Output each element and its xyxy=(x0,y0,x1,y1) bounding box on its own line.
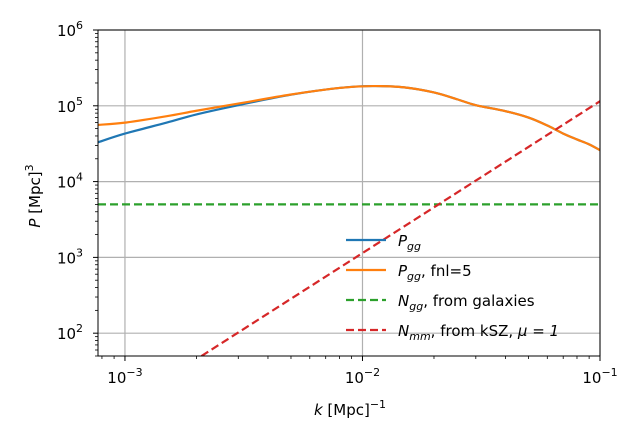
y-axis-label-symbol: P xyxy=(26,218,44,228)
y-tick-label: 102 xyxy=(57,322,83,343)
x-axis-label-symbol: k xyxy=(314,401,324,419)
series-lines xyxy=(98,84,600,356)
legend-label-text: , from kSZ, xyxy=(431,322,518,340)
x-tick-label-exponent: −1 xyxy=(601,366,617,379)
legend-label-symbol: P xyxy=(398,262,408,280)
y-tick-label: 105 xyxy=(57,95,83,116)
y-tick-label-base: 10 xyxy=(57,249,76,267)
x-tick-label: 10−3 xyxy=(107,366,142,387)
x-tick-label-base: 10 xyxy=(345,369,364,387)
x-tick-label: 10−1 xyxy=(582,366,617,387)
y-tick-label: 104 xyxy=(57,171,83,192)
legend-label-subscript: gg xyxy=(407,240,421,253)
x-tick-label-exponent: −3 xyxy=(126,366,142,379)
legend-label-subscript: gg xyxy=(409,300,423,313)
y-tick-label: 106 xyxy=(57,19,83,40)
legend-label-symbol: N xyxy=(398,322,409,340)
y-tick-label: 103 xyxy=(57,246,83,267)
x-tick-label-base: 10 xyxy=(107,369,126,387)
legend-label-symbol: N xyxy=(398,292,409,310)
y-tick-label-base: 10 xyxy=(57,174,76,192)
y-tick-label-exponent: 3 xyxy=(76,246,83,259)
legend-label-ngg: Ngg, from galaxies xyxy=(398,292,535,313)
legend-label-mu: μ = 1 xyxy=(517,322,559,340)
legend-label-text: , fnl=5 xyxy=(421,262,472,280)
legend-label-pgg: Pgg xyxy=(398,232,421,253)
legend-label-subscript: mm xyxy=(409,330,430,343)
legend-label-symbol: P xyxy=(398,232,408,250)
y-tick-label-exponent: 4 xyxy=(76,171,83,184)
x-axis-label-exponent: −1 xyxy=(370,398,386,411)
x-axis-label: k [Mpc]−1 xyxy=(314,398,386,419)
y-tick-label-base: 10 xyxy=(57,98,76,116)
legend-label-subscript: gg xyxy=(407,270,421,283)
y-tick-label-exponent: 2 xyxy=(76,322,83,335)
y-axis-label-exponent: 3 xyxy=(23,164,36,171)
y-tick-label-exponent: 6 xyxy=(76,19,83,32)
series-line-pgg-fnl xyxy=(98,84,600,152)
x-tick-label-exponent: −2 xyxy=(364,366,380,379)
y-axis-label: P [Mpc]3 xyxy=(23,164,44,227)
legend-label-pgg-fnl: Pgg, fnl=5 xyxy=(398,262,472,283)
y-tick-label-base: 10 xyxy=(57,22,76,40)
series-line-nmm xyxy=(200,100,600,356)
x-axis-label-unit: [Mpc] xyxy=(323,401,370,419)
y-tick-label-exponent: 5 xyxy=(76,95,83,108)
legend-label-text: , from galaxies xyxy=(423,292,535,310)
series-line-pgg xyxy=(98,84,600,152)
x-tick-label: 10−2 xyxy=(345,366,380,387)
x-tick-label-base: 10 xyxy=(582,369,601,387)
y-tick-label-base: 10 xyxy=(57,325,76,343)
legend-label-nmm: Nmm, from kSZ, μ = 1 xyxy=(398,322,559,343)
y-axis-label-unit: [Mpc] xyxy=(26,171,44,218)
